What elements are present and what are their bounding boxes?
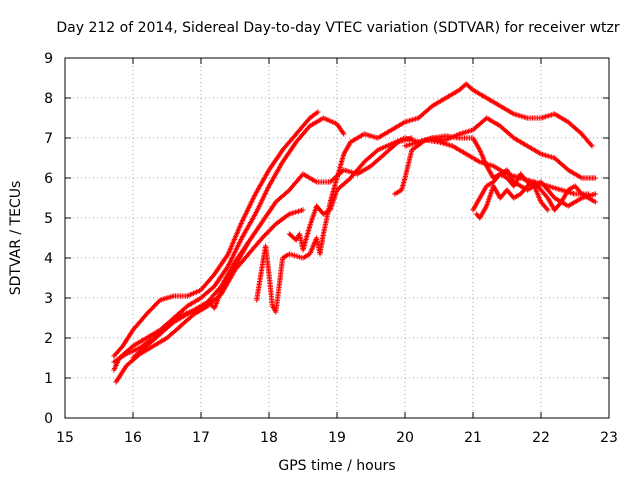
x-axis-label: GPS time / hours — [278, 458, 395, 474]
y-tick-label: 1 — [44, 371, 53, 387]
x-tick-label: 22 — [532, 430, 550, 446]
chart-title: Day 212 of 2014, Sidereal Day-to-day VTE… — [56, 20, 620, 36]
data-marker-trace — [254, 81, 595, 315]
y-tick-label: 5 — [44, 211, 53, 227]
data-points — [111, 81, 598, 385]
y-tick-label: 8 — [44, 91, 53, 107]
series-track-11 — [470, 171, 551, 213]
data-marker-trace — [111, 109, 321, 359]
y-tick-label: 9 — [44, 51, 53, 67]
series-track-10 — [473, 179, 598, 221]
series-track-1 — [111, 109, 321, 359]
x-tick-label: 15 — [56, 430, 74, 446]
x-tick-label: 23 — [600, 430, 618, 446]
x-tick-label: 20 — [396, 430, 414, 446]
x-tick-label: 17 — [192, 430, 210, 446]
y-tick-label: 4 — [44, 251, 53, 267]
data-marker-trace — [402, 133, 598, 209]
y-tick-label: 6 — [44, 171, 53, 187]
series-track-5 — [130, 239, 252, 361]
series-track-9 — [402, 133, 598, 209]
x-tick-label: 21 — [464, 430, 482, 446]
data-marker-trace — [111, 115, 347, 373]
series-track-2 — [111, 115, 347, 373]
x-tick-label: 16 — [124, 430, 142, 446]
x-tick-label: 18 — [260, 430, 278, 446]
y-tick-label: 7 — [44, 131, 53, 147]
series-track-6 — [254, 81, 595, 315]
series-track-3 — [111, 135, 415, 365]
data-marker-trace — [470, 171, 551, 213]
y-tick-label: 3 — [44, 291, 53, 307]
y-tick-label: 0 — [44, 411, 53, 427]
y-axis-label: SDTVAR / TECUs — [8, 181, 24, 296]
data-marker-trace — [130, 239, 252, 361]
y-tick-label: 2 — [44, 331, 53, 347]
data-marker-trace — [111, 135, 415, 365]
grid — [65, 58, 609, 418]
x-tick-label: 19 — [328, 430, 346, 446]
data-marker-trace — [473, 179, 598, 221]
